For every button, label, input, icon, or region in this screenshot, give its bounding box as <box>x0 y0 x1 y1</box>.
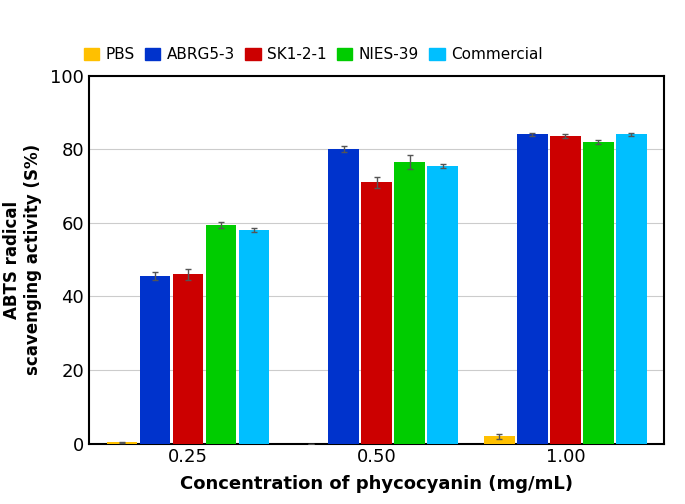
Y-axis label: ABTS radical
scavenging activity (S%): ABTS radical scavenging activity (S%) <box>3 144 42 375</box>
Bar <box>362 182 392 444</box>
Bar <box>616 135 647 444</box>
Bar <box>517 135 548 444</box>
Bar <box>427 166 458 444</box>
Bar <box>107 443 138 444</box>
X-axis label: Concentration of phycocyanin (mg/mL): Concentration of phycocyanin (mg/mL) <box>180 475 573 493</box>
Bar <box>140 276 171 444</box>
Legend: PBS, ABRG5-3, SK1-2-1, NIES-39, Commercial: PBS, ABRG5-3, SK1-2-1, NIES-39, Commerci… <box>77 41 549 68</box>
Bar <box>206 225 236 444</box>
Bar <box>395 162 425 444</box>
Bar <box>583 142 614 444</box>
Bar <box>550 136 581 444</box>
Bar <box>173 274 203 444</box>
Bar <box>484 436 514 444</box>
Bar <box>239 230 269 444</box>
Bar <box>328 149 359 444</box>
